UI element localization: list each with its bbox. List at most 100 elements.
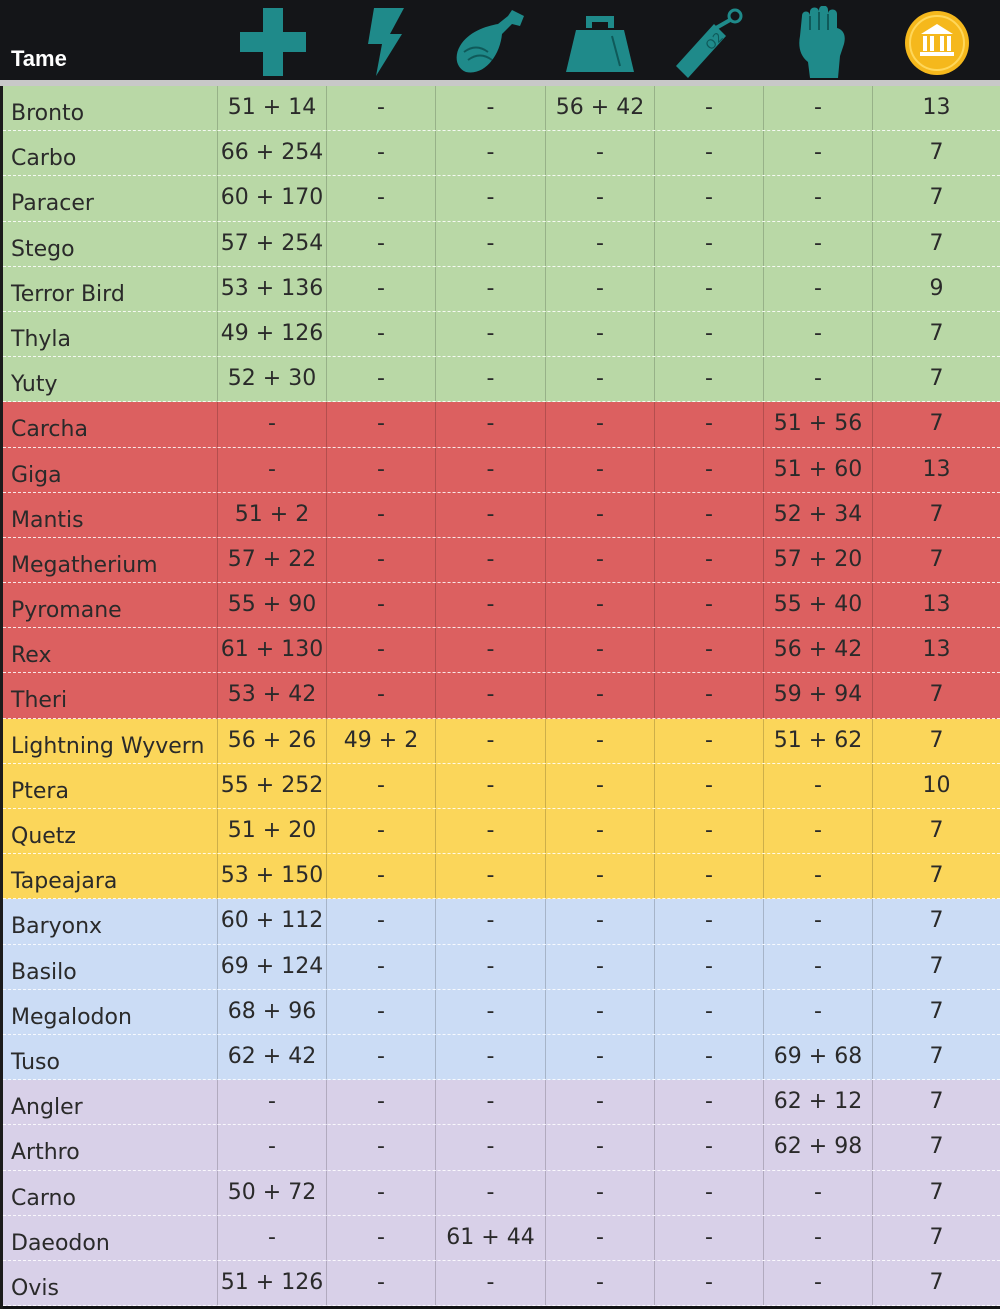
stat-cell: - <box>763 357 872 402</box>
tame-name: Quetz <box>11 824 76 849</box>
stat-cell: 57 + 22 <box>217 537 326 583</box>
stat-cell: 13 <box>872 628 1000 673</box>
stat-cell: 56 + 42 <box>545 86 654 131</box>
stat-cell: - <box>326 1034 435 1080</box>
tame-name: Pyromane <box>11 598 122 624</box>
table-row: Lightning Wyvern 56 + 26 49 + 2- - -51 + 62 7 <box>3 718 1000 764</box>
stat-cell: - <box>763 1260 872 1306</box>
stat-cell: 69 + 68 <box>763 1034 872 1080</box>
stat-cell: - <box>654 266 763 311</box>
stat-cell: 51 + 60 <box>763 447 872 492</box>
stat-cell: 57 + 254 <box>217 221 326 266</box>
stat-cell: - <box>545 537 654 583</box>
stat-cell: 7 <box>872 1080 1000 1125</box>
stat-cell: - <box>435 854 545 899</box>
stat-cell: 53 + 150 <box>217 854 326 899</box>
stat-cell: 7 <box>872 1260 1000 1306</box>
stat-cell: 7 <box>872 673 1000 718</box>
stat-cell: 61 + 44 <box>435 1215 545 1260</box>
stat-cell: - <box>545 1125 654 1170</box>
stat-cell: - <box>435 809 545 854</box>
stat-cell: 7 <box>872 1170 1000 1215</box>
table-row: Pyromane 55 + 90- - - -55 + 40 13 <box>3 583 1000 629</box>
stat-cell: 62 + 42 <box>217 1034 326 1080</box>
stat-cell: - <box>435 583 545 628</box>
tame-name: Carcha <box>11 417 88 443</box>
stat-cell: - <box>763 86 872 131</box>
stat-cell: 55 + 40 <box>763 583 872 628</box>
stat-cell: - <box>654 944 763 989</box>
table-row: Baryonx 60 + 112- - - - -7 <box>3 899 1000 945</box>
stat-cell: - <box>326 1260 435 1306</box>
stat-cell: - <box>763 1215 872 1260</box>
stat-cell: - <box>326 809 435 854</box>
stat-cell: - <box>545 221 654 266</box>
tame-name: Basilo <box>11 959 77 985</box>
stat-cell: - <box>545 718 654 763</box>
table-row: Mantis 51 + 2- - - -52 + 34 7 <box>3 492 1000 538</box>
table-row: Quetz 51 + 20- - - - -7 <box>3 809 1000 855</box>
stat-cell: 7 <box>872 131 1000 176</box>
stat-cell: - <box>654 357 763 402</box>
stat-cell: 51 + 14 <box>217 86 326 131</box>
stat-cell: - <box>763 944 872 989</box>
tame-name: Ovis <box>11 1275 59 1301</box>
tame-name: Megalodon <box>11 1004 132 1030</box>
stat-cell: - <box>654 1215 763 1260</box>
stat-cell: 10 <box>872 763 1000 808</box>
stat-cell: - <box>654 809 763 854</box>
stat-cell: - <box>326 537 435 583</box>
stat-cell: - <box>654 221 763 266</box>
stat-cell: - <box>654 402 763 447</box>
stat-cell: - <box>326 1215 435 1260</box>
stat-cell: - <box>217 1080 326 1125</box>
stat-cell: - <box>654 673 763 718</box>
table-row: Tapeajara 53 + 150- - - - -7 <box>3 854 1000 900</box>
stat-cell: - <box>654 899 763 944</box>
stat-cell: - <box>435 989 545 1034</box>
stat-cell: - <box>763 989 872 1034</box>
tame-name: Rex <box>11 643 52 669</box>
stat-cell: - <box>217 1215 326 1260</box>
stat-cell: - <box>545 673 654 718</box>
stat-cell: - <box>326 447 435 492</box>
stat-cell: 7 <box>872 854 1000 899</box>
stat-cell: 9 <box>872 266 1000 311</box>
table-row: Yuty 52 + 30- - - - -7 <box>3 357 1000 403</box>
stat-cell: - <box>545 1034 654 1080</box>
stat-cell: 51 + 56 <box>763 402 872 447</box>
stat-cell: - <box>545 266 654 311</box>
stat-cell: - <box>435 718 545 763</box>
gold-coin-bank-icon <box>905 11 969 75</box>
stat-cell: - <box>326 86 435 131</box>
stat-cell: 66 + 254 <box>217 131 326 176</box>
tame-name: Thyla <box>11 326 71 352</box>
stat-cell: 51 + 126 <box>217 1260 326 1306</box>
stat-cell: - <box>435 763 545 808</box>
stat-cell: - <box>326 989 435 1034</box>
stat-cell: - <box>763 311 872 357</box>
table-row: Arthro - - - - -62 + 98 7 <box>3 1125 1000 1171</box>
stat-cell: 7 <box>872 809 1000 854</box>
stat-cell: - <box>435 1170 545 1215</box>
stat-cell: 7 <box>872 944 1000 989</box>
stat-cell: - <box>763 763 872 808</box>
table-row: Megatherium 57 + 22- - - -57 + 20 7 <box>3 537 1000 584</box>
table-row: Paracer 60 + 170- - - - -7 <box>3 176 1000 222</box>
stat-cell: - <box>435 447 545 492</box>
stat-cell: - <box>763 131 872 176</box>
stat-cell: 57 + 20 <box>763 537 872 583</box>
table-row: Tuso 62 + 42- - - -69 + 68 7 <box>3 1034 1000 1081</box>
stat-cell: - <box>326 311 435 357</box>
table-row: Ovis 51 + 126- - - - -7 <box>3 1260 1000 1307</box>
weight-icon <box>566 16 634 72</box>
stat-cell: - <box>217 447 326 492</box>
table-row: Theri 53 + 42- - - -59 + 94 7 <box>3 673 1000 719</box>
stat-cell: - <box>654 763 763 808</box>
stat-cell: 7 <box>872 221 1000 266</box>
stat-cell: - <box>435 1260 545 1306</box>
stat-cell: 51 + 62 <box>763 718 872 763</box>
table-row: Carbo 66 + 254- - - - -7 <box>3 131 1000 177</box>
stat-cell: - <box>435 221 545 266</box>
stat-cell: 7 <box>872 311 1000 357</box>
